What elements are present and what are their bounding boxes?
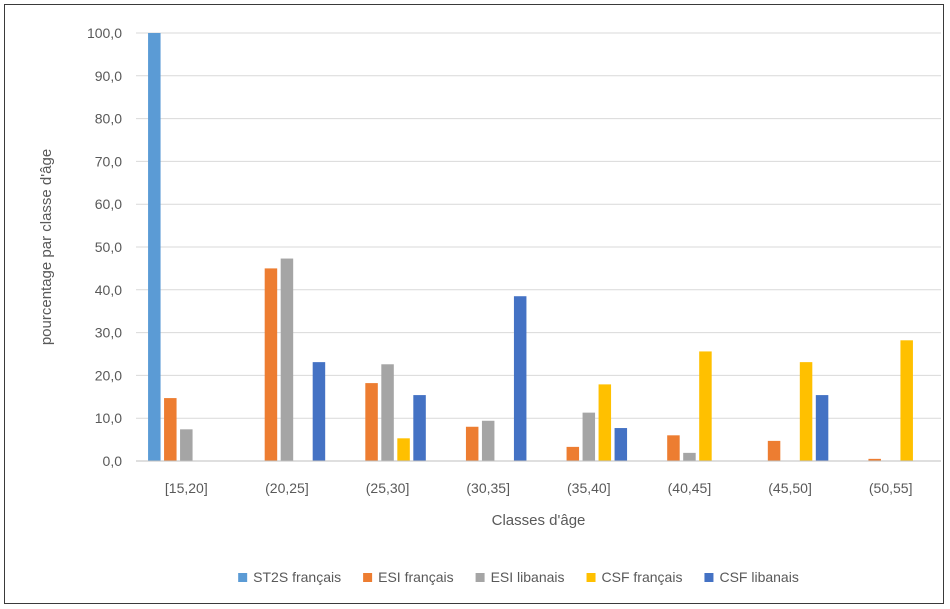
bar [481,420,495,461]
bars [148,33,913,461]
y-tick-label: 10,0 [95,410,122,426]
y-tick-label: 80,0 [95,111,122,127]
bar [180,429,193,461]
y-tick-label: 0,0 [103,453,123,469]
y-tick-label: 70,0 [95,153,122,169]
bar [598,384,612,461]
legend-swatch [363,573,373,582]
x-tick-label: (50,55] [869,480,913,496]
legend-item: CSF français [586,569,683,585]
x-tick-label: (25,30] [366,480,410,496]
bar [513,296,527,461]
bar [413,395,426,461]
y-tick-label: 90,0 [95,68,122,84]
bar [699,351,712,461]
legend-label: CSF français [602,569,683,585]
y-tick-label: 20,0 [95,367,122,383]
legend-swatch [238,573,248,582]
bar [767,440,781,461]
grid-lines [136,32,941,419]
x-tick-label: (30,35] [466,480,510,496]
y-tick-label: 100,0 [87,25,122,41]
x-tick-label: (20,25] [265,480,309,496]
chart-frame: 0,0 10,0 20,0 30,0 40,0 50,0 60,0 70,0 80,0 90,0 1… [4,4,944,604]
y-tick-label: 50,0 [95,239,122,255]
bar [280,258,294,461]
bar [397,438,410,461]
legend-swatch [475,573,485,582]
y-axis-label: pourcentage par classe d'âge [38,149,55,345]
bar [566,446,580,461]
bar [465,426,479,461]
bar [815,395,829,461]
legend-label: ESI libanais [491,569,565,585]
bar [381,364,394,461]
x-tick-label: (45,50] [768,480,812,496]
bar-chart: 0,0 10,0 20,0 30,0 40,0 50,0 60,0 70,0 80,0 90,0 1… [38,25,941,585]
legend-label: CSF libanais [719,569,798,585]
legend-item: ST2S français [238,569,341,585]
x-tick-label: (40,45] [668,480,712,496]
legend-item: ESI français [363,569,454,585]
bar [312,362,326,461]
legend-item: ESI libanais [475,569,565,585]
bar [868,458,881,461]
bar [614,428,628,461]
legend-label: ST2S français [253,569,341,585]
bar [667,435,680,461]
y-axis-ticks: 0,0 10,0 20,0 30,0 40,0 50,0 60,0 70,0 80,0 90,0 1… [87,25,122,469]
x-tick-label: (35,40] [567,480,611,496]
legend-swatch [704,573,714,582]
bar [164,398,177,461]
legend: ST2S français ESI français ESI libanais CSF… [238,569,799,585]
y-tick-label: 60,0 [95,196,122,212]
x-axis-label: Classes d'âge [492,512,586,529]
bar [582,412,596,461]
bar [148,33,161,461]
bar [683,452,696,461]
legend-label: ESI français [378,569,453,585]
y-tick-label: 40,0 [95,282,122,298]
x-axis-ticks: [15,20] (20,25] (25,30] (30,35] (35,40] (40,4… [165,480,913,496]
bar [264,268,278,461]
y-tick-label: 30,0 [95,325,122,341]
x-tick-label: [15,20] [165,480,208,496]
bar [365,383,378,461]
legend-swatch [586,573,596,582]
bar [900,340,913,461]
bar [799,362,813,461]
legend-item: CSF libanais [704,569,799,585]
